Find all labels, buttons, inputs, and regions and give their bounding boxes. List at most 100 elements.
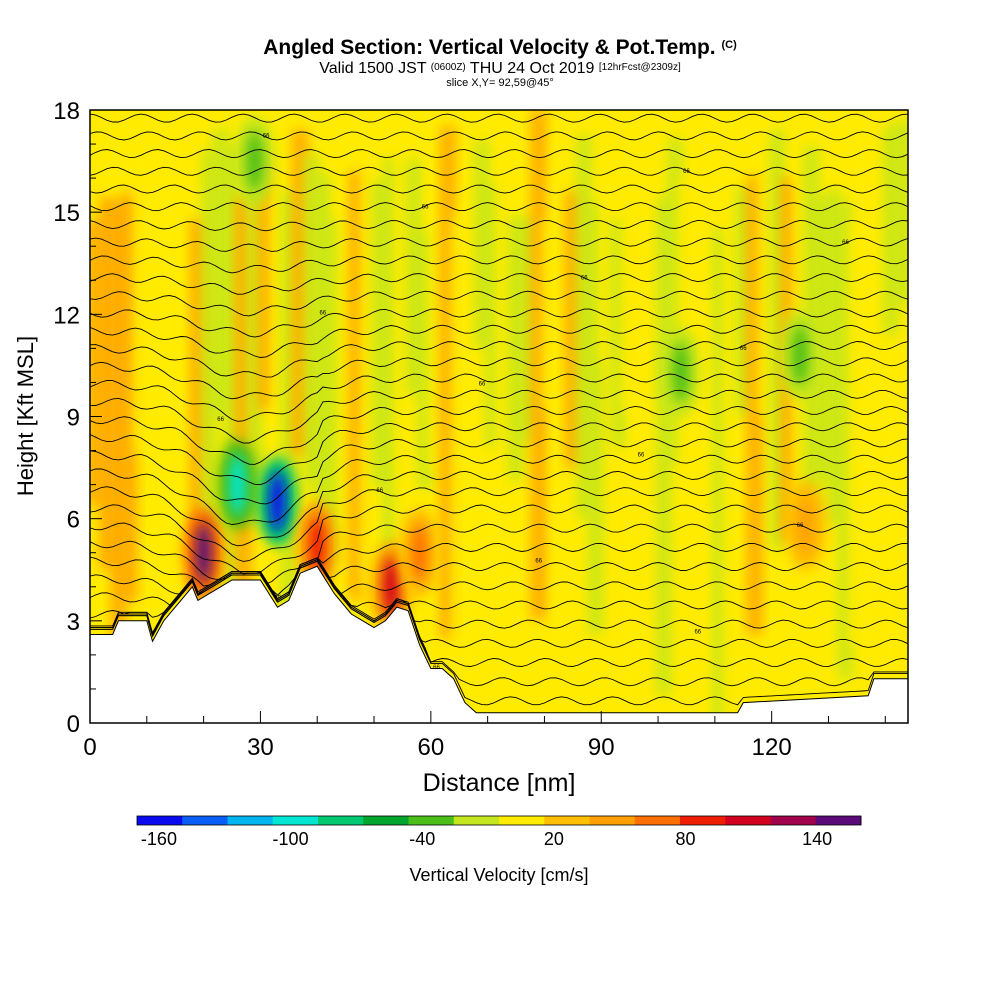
valid-time: Valid 1500 JST (0600Z) THU 24 Oct 2019 [… xyxy=(0,60,1000,78)
isentrope-label: 66 xyxy=(479,382,486,388)
isentrope-line xyxy=(90,131,908,141)
isentrope-line xyxy=(90,523,908,585)
isentrope-line xyxy=(90,373,908,422)
isentrope-label: 66 xyxy=(274,594,281,600)
chart-title-unit: (C) xyxy=(721,39,737,51)
isentrope-line xyxy=(90,504,908,575)
valid-zulu: (0600Z) xyxy=(430,62,466,73)
field-feature xyxy=(792,325,809,386)
y-axis: 0 3 6 9 12 15 18 xyxy=(53,98,102,738)
isentrope-line xyxy=(90,324,908,358)
isentrope-line xyxy=(90,290,908,317)
field-band xyxy=(894,120,908,304)
isentrope-line xyxy=(90,149,908,159)
x-axis: 0 30 60 90 120 xyxy=(83,711,886,761)
potential-temperature-contours: 6666666666666666666666666666666666 xyxy=(90,113,908,706)
colorbar-swatch xyxy=(363,816,409,825)
slice-label: slice X,Y= 92,59@45° xyxy=(446,77,554,89)
x-tick-label: 90 xyxy=(588,734,615,761)
x-tick-label: 30 xyxy=(247,734,274,761)
x-axis-label: Distance [nm] xyxy=(423,769,576,797)
isentrope-label: 66 xyxy=(638,452,645,458)
isentrope-label: 66 xyxy=(683,169,690,175)
colorbar-swatch xyxy=(725,816,771,825)
isentrope-label: 66 xyxy=(433,665,440,671)
colorbar-swatch xyxy=(408,816,455,825)
terrain xyxy=(90,565,908,723)
isentrope-line xyxy=(90,438,908,505)
y-tick-label: 15 xyxy=(53,200,80,227)
isentrope-line xyxy=(90,357,908,400)
colorbar-tick-label: 140 xyxy=(802,829,832,849)
isentrope-line xyxy=(90,470,908,547)
isentrope-line xyxy=(90,422,908,486)
y-tick-label: 12 xyxy=(53,302,80,329)
isentrope-label: 66 xyxy=(581,275,588,281)
isentrope-line xyxy=(90,308,908,338)
colorbar-tick-label: -40 xyxy=(409,829,435,849)
colorbar-swatch xyxy=(815,816,862,825)
plot-area: 6666666666666666666666666666666666 xyxy=(90,110,908,723)
colorbar-swatch xyxy=(770,816,817,825)
isentrope-line xyxy=(90,219,908,232)
isentrope-line xyxy=(90,542,908,596)
colorbar-swatch xyxy=(589,816,636,825)
isentrope-line xyxy=(90,389,908,444)
isentrope-line xyxy=(90,237,908,252)
x-tick-label: 0 xyxy=(83,734,96,761)
isentrope-line xyxy=(90,184,908,194)
isentrope-line xyxy=(90,454,908,525)
isentrope-line xyxy=(90,341,908,378)
isentrope-label: 66 xyxy=(263,134,270,140)
isentrope-label: 66 xyxy=(797,523,804,529)
y-tick-label: 3 xyxy=(67,609,80,636)
colorbar-label: Vertical Velocity [cm/s] xyxy=(409,865,588,885)
isentrope-line xyxy=(90,255,908,274)
y-tick-label: 9 xyxy=(67,405,80,432)
x-tick-label: 120 xyxy=(752,734,792,761)
isentrope-line xyxy=(90,405,908,465)
isentrope-label: 66 xyxy=(694,629,701,635)
colorbar-tick-label: 80 xyxy=(675,829,695,849)
colorbar-swatch xyxy=(634,816,681,825)
isentrope-line xyxy=(90,558,908,602)
colorbar-swatch xyxy=(182,816,228,825)
isentrope-label: 66 xyxy=(842,240,849,246)
y-tick-label: 18 xyxy=(53,98,80,125)
y-tick-label: 0 xyxy=(67,711,80,738)
colorbar-swatch xyxy=(499,816,545,825)
valid-date: THU 24 Oct 2019 xyxy=(469,60,595,77)
colorbar-swatch xyxy=(272,816,319,825)
colorbar-swatch xyxy=(137,816,183,825)
isentrope-line xyxy=(90,113,908,123)
isentrope-line xyxy=(90,487,908,562)
isentrope-label: 66 xyxy=(217,417,224,423)
isentrope-line xyxy=(90,273,908,295)
colorbar-swatch xyxy=(544,816,590,825)
x-tick-label: 60 xyxy=(417,734,444,761)
y-tick-label: 6 xyxy=(67,507,80,534)
colorbar-swatch xyxy=(227,816,274,825)
colorbar-frame xyxy=(136,815,862,826)
colorbar-tick-label: -160 xyxy=(141,829,177,849)
y-axis-label: Height [Kft MSL] xyxy=(13,336,38,496)
field-feature xyxy=(411,522,428,583)
field-feature xyxy=(195,522,212,583)
field-feature xyxy=(672,342,689,403)
isentrope-label: 66 xyxy=(535,559,542,565)
valid-prefix: Valid 1500 JST xyxy=(319,60,427,77)
isentrope-line xyxy=(90,202,908,212)
field-feature xyxy=(269,471,286,532)
isentrope-line xyxy=(90,166,908,176)
field-feature xyxy=(229,454,246,515)
isentrope-label: 66 xyxy=(740,346,747,352)
forecast-label: [12hrFcst@2309z] xyxy=(598,62,681,73)
isentrope-label: 66 xyxy=(320,311,327,317)
chart-title: Angled Section: Vertical Velocity & Pot.… xyxy=(0,36,1000,60)
chart-title-text: Angled Section: Vertical Velocity & Pot.… xyxy=(263,36,716,59)
colorbar-tick-label: 20 xyxy=(544,829,564,849)
isentrope-label: 66 xyxy=(376,488,383,494)
colorbar-swatch xyxy=(318,816,364,825)
colorbar: -160 -100 -40 20 80 140 xyxy=(136,815,862,849)
